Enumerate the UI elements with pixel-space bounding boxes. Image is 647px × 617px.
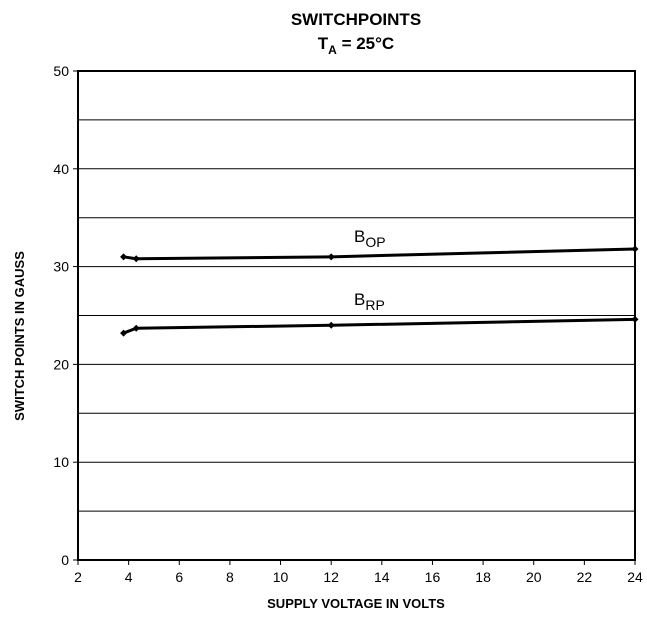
subtitle-rest: = 25°C	[337, 34, 394, 53]
data-point-marker	[120, 253, 128, 261]
series-label-brp-sub: RP	[365, 297, 384, 313]
y-tick-label: 20	[53, 356, 69, 372]
x-tick-label: 4	[125, 569, 133, 585]
x-tick-label: 6	[175, 569, 183, 585]
y-tick-label: 10	[53, 454, 69, 470]
subtitle-main: T	[318, 34, 329, 53]
x-tick-label: 2	[74, 569, 82, 585]
x-tick-label: 18	[475, 569, 491, 585]
x-tick-label: 8	[226, 569, 234, 585]
y-tick-label: 40	[53, 161, 69, 177]
x-axis-title: SUPPLY VOLTAGE IN VOLTS	[267, 596, 445, 611]
data-point-marker	[132, 324, 140, 332]
chart-subtitle: TA = 25°C	[318, 34, 394, 57]
x-tick-label: 10	[273, 569, 289, 585]
y-axis: 0 10 20 30 40 50	[53, 63, 78, 568]
x-tick-label: 22	[577, 569, 593, 585]
plot-frame	[77, 70, 636, 561]
y-tick-label: 30	[53, 259, 69, 275]
x-axis: 2 4 6 8 10 12 14 16 18 20 22 24	[74, 560, 643, 585]
x-tick-label: 16	[425, 569, 441, 585]
y-tick-label: 0	[61, 552, 69, 568]
series-line-brp	[123, 317, 636, 335]
data-point-marker	[132, 255, 140, 263]
subtitle-sub: A	[328, 43, 337, 57]
x-tick-label: 12	[323, 569, 339, 585]
y-tick-label: 50	[53, 63, 69, 79]
gridlines	[78, 119, 635, 512]
series-group	[120, 245, 639, 337]
data-point-marker	[327, 321, 335, 329]
x-tick-label: 14	[374, 569, 390, 585]
series-label-brp-main: B	[354, 290, 365, 309]
data-point-marker	[120, 329, 128, 337]
series-label-bop: BOP	[354, 227, 386, 250]
series-label-brp: BRP	[354, 290, 385, 313]
chart-title: SWITCHPOINTS	[291, 10, 421, 29]
data-point-marker	[631, 315, 639, 323]
data-point-marker	[327, 253, 335, 261]
x-tick-label: 20	[526, 569, 542, 585]
series-label-bop-sub: OP	[365, 234, 385, 250]
y-axis-title: SWITCH POINTS IN GAUSS	[12, 251, 27, 421]
x-tick-label: 24	[627, 569, 643, 585]
series-line-bop	[123, 247, 636, 261]
series-label-bop-main: B	[354, 227, 365, 246]
data-point-marker	[631, 245, 639, 253]
